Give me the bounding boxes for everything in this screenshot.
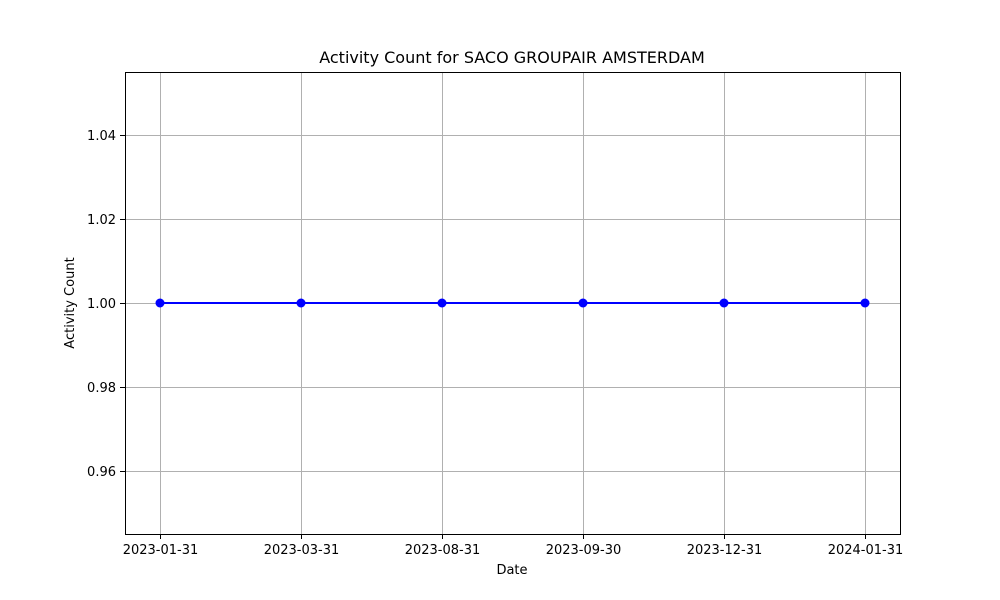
chart-title: Activity Count for SACO GROUPAIR AMSTERD…: [319, 48, 705, 67]
y-tick-label: 1.04: [87, 129, 116, 144]
series-layer: [155, 298, 870, 308]
x-axis-label: Date: [496, 563, 527, 578]
x-tick-label: 2023-12-31: [687, 543, 763, 558]
y-tick-label: 1.02: [87, 213, 116, 228]
data-point: [437, 298, 447, 308]
y-tick-label: 1.00: [87, 297, 116, 312]
x-tick-label: 2023-03-31: [264, 543, 340, 558]
x-axis: 2023-01-31 2023-03-31 2023-08-31 2023-09-30…: [123, 534, 904, 558]
x-tick-label: 2023-09-30: [546, 543, 622, 558]
y-tick-label: 0.96: [87, 465, 116, 480]
y-tick-label: 0.98: [87, 381, 116, 396]
y-axis: 0.96 0.98 1.00 1.02 1.04: [87, 129, 125, 480]
x-tick-label: 2023-01-31: [123, 543, 199, 558]
x-tick-label: 2024-01-31: [828, 543, 904, 558]
data-point: [155, 298, 165, 308]
y-axis-label: Activity Count: [63, 257, 78, 348]
data-point: [860, 298, 870, 308]
data-point: [296, 298, 306, 308]
data-point: [719, 298, 729, 308]
x-tick-label: 2023-08-31: [405, 543, 481, 558]
plot-frame: [125, 72, 901, 535]
data-point: [578, 298, 588, 308]
